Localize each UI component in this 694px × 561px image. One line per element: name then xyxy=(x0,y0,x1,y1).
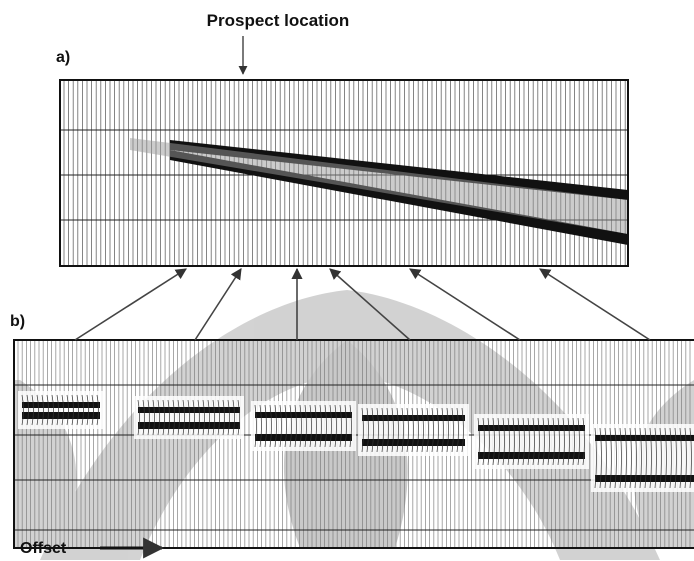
panel-label: a) xyxy=(56,49,70,66)
top-event xyxy=(595,435,694,441)
panel-label: b) xyxy=(10,313,25,330)
base-event xyxy=(595,475,694,482)
gather-bg xyxy=(474,414,589,469)
panel-a xyxy=(60,80,628,266)
gather-bg xyxy=(134,396,244,439)
top-event xyxy=(255,412,352,418)
connector xyxy=(75,269,186,340)
axis-label: Offset xyxy=(20,540,67,557)
figure: Prospect location a) b) Offset xyxy=(0,0,694,561)
gather-bg xyxy=(18,391,104,429)
base-event xyxy=(255,434,352,441)
page: Prospect location a) b) Offset (() => { … xyxy=(0,0,694,561)
title: Prospect location xyxy=(207,11,350,30)
connector xyxy=(540,269,650,340)
